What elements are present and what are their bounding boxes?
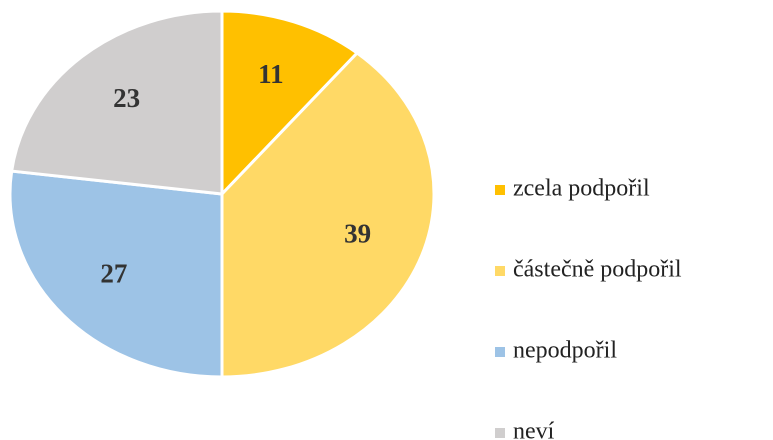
data-label: 23 bbox=[113, 83, 140, 113]
pie-slice bbox=[9, 9, 224, 196]
legend-swatch bbox=[495, 347, 505, 357]
legend-label: zcela podpořil bbox=[513, 176, 650, 202]
pie-slice bbox=[220, 51, 436, 379]
legend-swatch bbox=[495, 185, 505, 195]
legend-label: nepodpořil bbox=[513, 338, 617, 364]
data-label: 27 bbox=[100, 258, 127, 288]
legend-label: neví bbox=[513, 419, 555, 440]
legend-swatch bbox=[495, 428, 505, 438]
data-label: 39 bbox=[344, 218, 371, 248]
pie-slice bbox=[220, 9, 360, 198]
legend-swatch bbox=[495, 266, 505, 276]
pie-slice bbox=[8, 169, 224, 379]
legend-label: částečně podpořil bbox=[513, 257, 682, 283]
data-label: 11 bbox=[258, 59, 284, 89]
